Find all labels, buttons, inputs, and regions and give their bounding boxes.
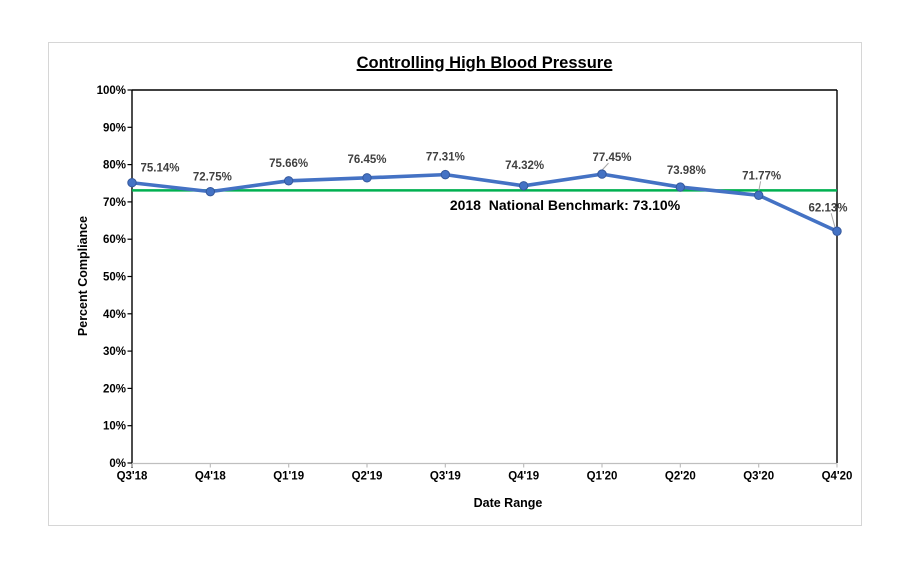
data-label: 77.45% xyxy=(592,152,631,164)
y-tick-label: 80% xyxy=(103,160,126,172)
data-label: 74.32% xyxy=(505,160,544,172)
data-label: 77.31% xyxy=(426,152,465,164)
y-tick-label: 30% xyxy=(103,346,126,358)
data-point-marker xyxy=(753,190,764,200)
series-line xyxy=(130,172,839,234)
x-tick-label: Q3'18 xyxy=(117,471,148,483)
x-tick-label: Q2'20 xyxy=(665,471,696,483)
data-label: 75.14% xyxy=(140,163,179,175)
data-point-marker xyxy=(283,176,294,186)
x-tick-label: Q3'20 xyxy=(743,471,774,483)
y-tick-label: 40% xyxy=(103,309,126,321)
y-tick-label: 0% xyxy=(109,458,126,470)
data-point-marker xyxy=(440,169,451,180)
data-point-marker xyxy=(205,186,216,197)
chart-card: 100% 90% 80% 70% 60% 50% 40% 30% 20% 10% 0% Q3'18 Q4… xyxy=(48,42,862,526)
x-tick-label: Q2'19 xyxy=(352,471,383,483)
data-point-marker xyxy=(675,182,686,192)
data-point-marker xyxy=(127,178,137,188)
x-tick-label: Q1'19 xyxy=(273,471,304,483)
chart-title: Controlling High Blood Pressure xyxy=(356,54,613,72)
data-point-marker xyxy=(597,169,607,179)
benchmark-label: 2018 National Benchmark: 73.10% xyxy=(449,197,681,213)
data-label: 71.77% xyxy=(742,170,781,182)
y-axis-title: Percent Compliance xyxy=(76,215,90,337)
data-label-leader-line xyxy=(830,213,836,228)
x-tick-label: Q4'20 xyxy=(822,471,853,483)
data-label: 73.98% xyxy=(667,165,706,177)
data-label-leader-line xyxy=(601,162,609,171)
x-axis-title: Date Range xyxy=(473,496,543,510)
plot-area: 100% 90% 80% 70% 60% 50% 40% 30% 20% 10% 0%Q3'18 Q4… xyxy=(97,85,853,483)
y-tick-label: 100% xyxy=(97,85,126,97)
x-tick-label: Q4'19 xyxy=(508,471,539,483)
y-tick-label: 90% xyxy=(103,122,126,134)
data-point-marker xyxy=(362,173,372,183)
y-tick-label: 60% xyxy=(103,234,126,246)
y-tick-label: 20% xyxy=(103,383,126,395)
data-label: 76.45% xyxy=(347,154,386,166)
x-tick-label: Q4'18 xyxy=(195,471,226,483)
y-tick-label: 50% xyxy=(103,272,126,284)
x-tick-label: Q1'20 xyxy=(587,471,618,483)
data-label: 72.75% xyxy=(193,172,232,184)
y-tick-label: 70% xyxy=(103,197,126,209)
data-label-leader-line xyxy=(758,181,762,192)
data-label: 75.66% xyxy=(269,158,308,170)
data-point-marker xyxy=(518,181,529,191)
x-tick-label: Q3'19 xyxy=(430,471,461,483)
data-label: 62.13% xyxy=(808,202,847,214)
data-point-marker xyxy=(832,226,842,236)
y-tick-label: 10% xyxy=(103,421,126,433)
